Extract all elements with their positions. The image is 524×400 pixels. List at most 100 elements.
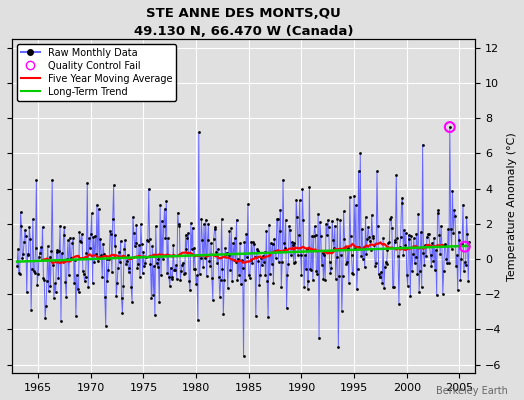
Point bbox=[419, 142, 427, 148]
Point bbox=[78, 231, 86, 237]
Point bbox=[396, 244, 404, 250]
Point bbox=[292, 196, 300, 203]
Point bbox=[57, 317, 65, 324]
Point bbox=[167, 275, 176, 282]
Point bbox=[260, 249, 269, 255]
Point bbox=[90, 258, 99, 265]
Point bbox=[235, 272, 243, 278]
Point bbox=[384, 247, 392, 253]
Point bbox=[224, 285, 232, 291]
Point bbox=[351, 245, 359, 252]
Point bbox=[74, 288, 83, 295]
Point bbox=[145, 186, 153, 192]
Point bbox=[328, 218, 336, 224]
Point bbox=[362, 214, 370, 220]
Point bbox=[207, 240, 215, 246]
Point bbox=[39, 274, 48, 281]
Point bbox=[211, 224, 220, 230]
Point bbox=[77, 238, 85, 245]
Point bbox=[395, 300, 403, 307]
Point bbox=[183, 234, 192, 241]
Point bbox=[18, 255, 27, 262]
Point bbox=[186, 287, 194, 293]
Point bbox=[148, 243, 157, 249]
Point bbox=[252, 313, 260, 320]
Point bbox=[410, 235, 418, 242]
Point bbox=[84, 284, 92, 290]
Point bbox=[318, 261, 326, 268]
Point bbox=[32, 177, 40, 183]
Point bbox=[27, 306, 35, 313]
Point bbox=[299, 216, 308, 223]
Point bbox=[172, 262, 180, 268]
Point bbox=[72, 312, 80, 319]
Point bbox=[28, 266, 36, 273]
Point bbox=[432, 246, 440, 253]
Point bbox=[391, 237, 400, 244]
Point bbox=[296, 197, 304, 204]
Point bbox=[59, 231, 68, 238]
Point bbox=[29, 268, 38, 274]
Point bbox=[367, 247, 375, 253]
Point bbox=[441, 241, 450, 248]
Point bbox=[394, 253, 402, 259]
Point bbox=[445, 124, 454, 130]
Point bbox=[123, 258, 131, 264]
Point bbox=[163, 270, 171, 276]
Point bbox=[243, 254, 251, 261]
Point bbox=[144, 238, 152, 244]
Point bbox=[334, 344, 343, 350]
Point bbox=[354, 168, 363, 174]
Point bbox=[385, 239, 394, 246]
Point bbox=[139, 249, 148, 256]
Point bbox=[262, 228, 270, 234]
Point bbox=[316, 219, 324, 225]
Point bbox=[255, 282, 264, 288]
Point bbox=[335, 273, 343, 279]
Point bbox=[107, 230, 115, 237]
Point bbox=[181, 270, 189, 277]
Point bbox=[206, 262, 214, 269]
Point bbox=[449, 230, 457, 236]
Point bbox=[310, 223, 319, 230]
Point bbox=[171, 267, 179, 273]
Point bbox=[439, 290, 447, 297]
Point bbox=[201, 255, 209, 262]
Point bbox=[267, 240, 275, 247]
Point bbox=[134, 261, 143, 268]
Point bbox=[246, 257, 255, 263]
Point bbox=[68, 239, 77, 246]
Point bbox=[35, 254, 43, 260]
Point bbox=[286, 226, 294, 233]
Point bbox=[314, 211, 322, 217]
Point bbox=[370, 242, 378, 248]
Point bbox=[438, 242, 446, 249]
Point bbox=[111, 243, 119, 250]
Point bbox=[214, 246, 222, 252]
Point bbox=[129, 230, 138, 236]
Point bbox=[332, 276, 340, 282]
Point bbox=[353, 286, 361, 292]
Point bbox=[462, 214, 471, 220]
Point bbox=[81, 278, 89, 284]
Point bbox=[349, 271, 357, 278]
Point bbox=[67, 256, 75, 262]
Point bbox=[446, 226, 455, 232]
Point bbox=[463, 231, 472, 238]
Point bbox=[236, 240, 244, 247]
Point bbox=[238, 265, 247, 271]
Point bbox=[185, 277, 193, 284]
Point bbox=[96, 235, 105, 242]
Point bbox=[128, 298, 136, 305]
Point bbox=[231, 235, 239, 241]
Point bbox=[24, 250, 32, 257]
Point bbox=[384, 240, 392, 247]
Point bbox=[37, 244, 45, 250]
Point bbox=[194, 317, 202, 324]
Point bbox=[294, 232, 303, 238]
Point bbox=[66, 235, 74, 241]
Point bbox=[106, 228, 114, 234]
Point bbox=[267, 260, 276, 267]
Point bbox=[76, 238, 84, 244]
Point bbox=[232, 259, 240, 265]
